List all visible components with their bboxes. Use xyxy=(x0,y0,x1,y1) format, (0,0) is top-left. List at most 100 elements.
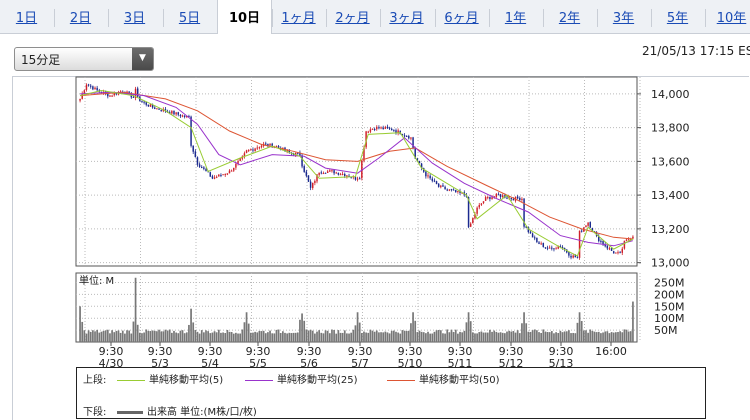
volume-bar xyxy=(369,329,372,342)
candle-body xyxy=(303,166,305,172)
candle-body xyxy=(247,149,250,151)
tab-9[interactable]: 6ヶ月 xyxy=(444,11,479,26)
tab-5[interactable]: 10日 xyxy=(217,0,272,34)
tab-separator xyxy=(108,9,109,27)
volume-bar xyxy=(632,301,634,342)
volume-bar xyxy=(550,331,553,342)
tab-1[interactable]: 1日 xyxy=(15,11,38,26)
volume-bar xyxy=(252,332,254,342)
candle-body xyxy=(499,194,502,197)
candle-body xyxy=(211,176,214,179)
candle-body xyxy=(600,240,602,242)
volume-bar xyxy=(563,331,566,342)
volume-bar xyxy=(100,331,103,342)
tab-11[interactable]: 2年 xyxy=(558,11,581,26)
candle-body xyxy=(267,143,269,146)
volume-bar xyxy=(309,329,312,342)
candle-body xyxy=(177,112,180,115)
candle-body xyxy=(320,172,323,174)
legend-item-volume: 出来高 単位:(M株/口/枚) xyxy=(117,403,257,418)
candle-body xyxy=(373,128,376,130)
candle-body xyxy=(265,143,267,145)
candle-body xyxy=(487,197,489,199)
candle-body xyxy=(226,173,229,175)
interval-select[interactable]: 15分足 ▼ xyxy=(14,47,154,71)
volume-bar xyxy=(226,329,229,342)
tab-10[interactable]: 1年 xyxy=(504,11,527,26)
volume-bar xyxy=(348,333,350,342)
volume-bar xyxy=(121,330,124,342)
legend-label-sma50: 単純移動平均(50) xyxy=(419,375,500,386)
candle-body xyxy=(495,193,498,197)
candle-body xyxy=(610,248,613,251)
candle-body xyxy=(390,128,393,131)
candle-body xyxy=(175,112,177,115)
candle-body xyxy=(510,197,513,199)
candle-body xyxy=(314,180,316,184)
volume-bar xyxy=(92,330,94,342)
volume-bar xyxy=(546,332,549,342)
tab-14[interactable]: 10年 xyxy=(716,11,747,26)
candle-body xyxy=(203,167,205,169)
candle-body xyxy=(128,91,130,93)
volume-bar xyxy=(168,329,171,342)
x-tick-time-label: 9:30 xyxy=(398,345,423,358)
candle-body xyxy=(467,196,470,228)
candle-body xyxy=(297,152,299,154)
candle-body xyxy=(612,251,615,254)
legend-item-sma25: 単純移動平均(25) xyxy=(245,371,358,386)
volume-bar xyxy=(397,332,399,342)
candle-body xyxy=(363,147,365,161)
candle-body xyxy=(533,237,536,239)
volume-bar xyxy=(89,331,92,342)
volume-bar xyxy=(322,333,325,342)
candle-body xyxy=(572,255,574,258)
volume-bar xyxy=(190,308,192,342)
candle-body xyxy=(218,174,220,177)
candle-body xyxy=(151,104,154,108)
volume-bar xyxy=(296,332,299,342)
chart-legend: 上段: 単純移動平均(5) 単純移動平均(25) 単純移動平均(50) 下段: … xyxy=(76,367,706,419)
volume-bar xyxy=(111,330,113,342)
tab-13[interactable]: 5年 xyxy=(666,11,689,26)
tab-7[interactable]: 2ヶ月 xyxy=(335,11,370,26)
candle-body xyxy=(220,174,222,176)
period-tab-bar: 1日 2日 3日 5日 10日 1ヶ月 2ヶ月 3ヶ月 6ヶ月 1年 2年 3年 5年 10年 xyxy=(0,0,750,34)
volume-bar xyxy=(621,332,624,342)
volume-bar xyxy=(196,331,199,342)
tab-6[interactable]: 1ヶ月 xyxy=(281,11,316,26)
volume-bar xyxy=(393,330,395,342)
volume-bar xyxy=(335,333,338,342)
tab-2[interactable]: 2日 xyxy=(69,11,92,26)
tab-3[interactable]: 3日 xyxy=(123,11,146,26)
candle-body xyxy=(85,84,88,90)
candle-body xyxy=(561,246,564,249)
x-tick-date-label: 5/11 xyxy=(448,357,473,370)
volume-bar xyxy=(175,332,177,342)
candle-body xyxy=(307,175,310,182)
volume-bar xyxy=(269,330,271,342)
candle-body xyxy=(81,93,83,99)
candle-body xyxy=(625,239,628,241)
tab-8[interactable]: 3ヶ月 xyxy=(389,11,424,26)
candle-body xyxy=(403,135,406,137)
candle-body xyxy=(256,147,258,149)
volume-bar xyxy=(540,332,542,342)
volume-bar xyxy=(333,330,335,342)
volume-bar xyxy=(237,333,239,342)
tab-12[interactable]: 3年 xyxy=(612,11,635,26)
dropdown-arrow-icon[interactable]: ▼ xyxy=(132,48,153,70)
candle-body xyxy=(369,129,372,132)
volume-bar xyxy=(585,330,587,342)
volume-ytick-label: 150M xyxy=(654,300,685,313)
volume-bar xyxy=(260,331,263,342)
candle-body xyxy=(183,115,186,117)
tab-4[interactable]: 5日 xyxy=(178,11,201,26)
volume-bar xyxy=(574,333,577,342)
candle-body xyxy=(425,171,427,177)
x-tick-date-label: 5/4 xyxy=(201,357,219,370)
x-tick-date-label: 5/5 xyxy=(249,357,267,370)
candle-body xyxy=(299,152,301,156)
candle-body xyxy=(348,175,350,177)
volume-bar xyxy=(143,332,145,342)
